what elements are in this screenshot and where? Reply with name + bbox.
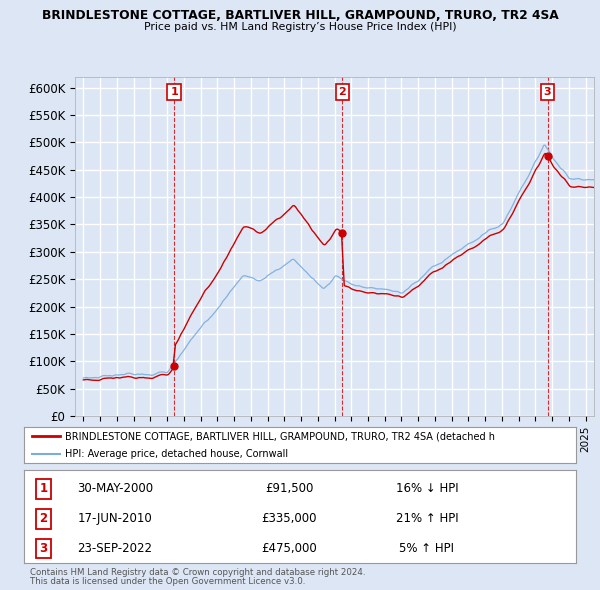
Text: £91,500: £91,500 <box>265 483 313 496</box>
Text: 16% ↓ HPI: 16% ↓ HPI <box>395 483 458 496</box>
Text: 3: 3 <box>39 542 47 555</box>
Text: 1: 1 <box>39 483 47 496</box>
Text: HPI: Average price, detached house, Cornwall: HPI: Average price, detached house, Corn… <box>65 449 289 459</box>
Text: 2: 2 <box>39 512 47 525</box>
Text: 2: 2 <box>338 87 346 97</box>
Text: 30-MAY-2000: 30-MAY-2000 <box>77 483 153 496</box>
Text: £475,000: £475,000 <box>261 542 317 555</box>
Text: 17-JUN-2010: 17-JUN-2010 <box>78 512 152 525</box>
Text: 23-SEP-2022: 23-SEP-2022 <box>77 542 152 555</box>
Text: 21% ↑ HPI: 21% ↑ HPI <box>395 512 458 525</box>
Text: £335,000: £335,000 <box>261 512 317 525</box>
Text: 5% ↑ HPI: 5% ↑ HPI <box>400 542 454 555</box>
Text: BRINDLESTONE COTTAGE, BARTLIVER HILL, GRAMPOUND, TRURO, TR2 4SA (detached h: BRINDLESTONE COTTAGE, BARTLIVER HILL, GR… <box>65 431 496 441</box>
Text: BRINDLESTONE COTTAGE, BARTLIVER HILL, GRAMPOUND, TRURO, TR2 4SA: BRINDLESTONE COTTAGE, BARTLIVER HILL, GR… <box>41 9 559 22</box>
Text: Contains HM Land Registry data © Crown copyright and database right 2024.: Contains HM Land Registry data © Crown c… <box>30 568 365 576</box>
Text: 1: 1 <box>170 87 178 97</box>
Text: This data is licensed under the Open Government Licence v3.0.: This data is licensed under the Open Gov… <box>30 577 305 586</box>
Text: Price paid vs. HM Land Registry’s House Price Index (HPI): Price paid vs. HM Land Registry’s House … <box>143 22 457 32</box>
Text: 3: 3 <box>544 87 551 97</box>
